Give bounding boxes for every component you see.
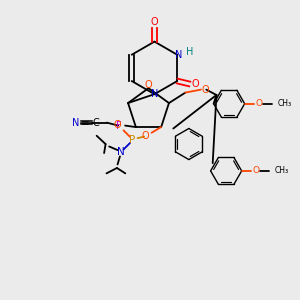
Text: H: H (186, 47, 194, 57)
Text: C: C (92, 118, 99, 128)
Text: CH₃: CH₃ (275, 167, 289, 176)
Text: O: O (253, 167, 260, 176)
Text: O: O (145, 80, 152, 90)
Text: O: O (151, 17, 158, 27)
Text: F: F (116, 121, 122, 130)
Text: CH₃: CH₃ (278, 99, 292, 108)
Text: O: O (142, 131, 149, 141)
Text: O: O (113, 120, 121, 130)
Text: ≡: ≡ (81, 118, 90, 128)
Text: O: O (202, 85, 209, 94)
Text: N: N (72, 118, 79, 128)
Text: O: O (192, 79, 200, 89)
Text: N: N (117, 148, 124, 158)
Text: N: N (151, 89, 158, 99)
Text: P: P (129, 135, 136, 145)
Text: O: O (256, 99, 262, 108)
Text: N: N (175, 50, 182, 60)
